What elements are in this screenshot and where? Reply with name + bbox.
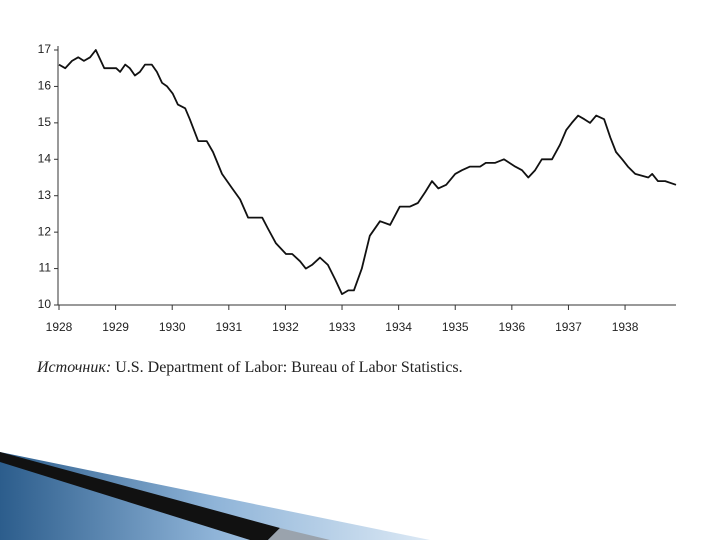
x-tick-label: 1933 [329, 320, 356, 334]
x-tick-label: 1937 [555, 320, 582, 334]
y-tick-label: 14 [38, 151, 52, 165]
y-tick-label: 13 [38, 188, 52, 202]
decor-wedge-blue [0, 452, 430, 540]
x-tick-label: 1932 [272, 320, 299, 334]
y-tick-label: 17 [38, 42, 52, 56]
x-tick-label: 1929 [102, 320, 129, 334]
y-tick-label: 12 [38, 224, 52, 238]
source-caption: Источник: U.S. Department of Labor: Bure… [36, 359, 463, 376]
x-tick-label: 1928 [46, 320, 73, 334]
x-tick-label: 1938 [612, 320, 639, 334]
x-tick-label: 1936 [498, 320, 525, 334]
x-tick-label: 1930 [159, 320, 186, 334]
x-tick-label: 1935 [442, 320, 469, 334]
plot: 10 11 12 13 14 15 16 17 1928 1929 1930 1931 1932 1933… [38, 42, 677, 334]
decor-wedge-black [0, 452, 280, 540]
y-tick-label: 16 [38, 79, 52, 93]
x-tick-label: 1934 [385, 320, 412, 334]
decor-wedge-grey [268, 528, 330, 540]
x-tick-label: 1931 [215, 320, 242, 334]
y-tick-label: 15 [38, 115, 52, 129]
source-text: U.S. Department of Labor: Bureau of Labo… [115, 359, 462, 376]
y-tick-label: 10 [38, 297, 52, 311]
y-tick-label: 11 [39, 261, 52, 275]
data-line [58, 49, 677, 295]
source-label: Источник: [36, 359, 111, 376]
